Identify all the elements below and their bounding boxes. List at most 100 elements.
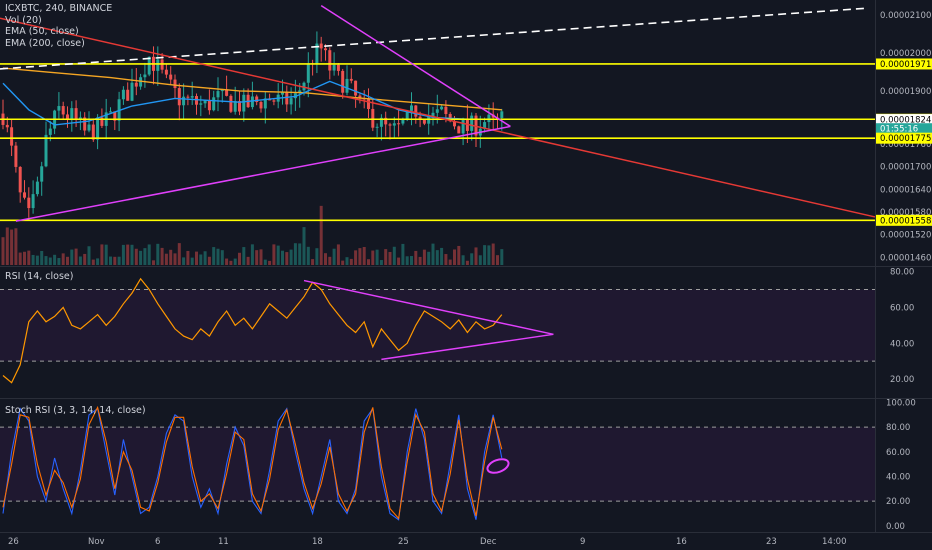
stoch-tick: 40.00 xyxy=(886,472,910,482)
volume-bar xyxy=(384,249,388,265)
time-tick: 11 xyxy=(218,537,229,547)
symbol-label[interactable]: ICXBTC, 240, BINANCE xyxy=(5,3,113,14)
volume-bar xyxy=(216,248,220,265)
volume-bar xyxy=(414,250,418,265)
volume-bar xyxy=(74,248,78,265)
stoch-tick: 80.00 xyxy=(886,423,910,433)
vol-label[interactable]: Vol (20) xyxy=(5,14,42,26)
candle-body xyxy=(212,97,216,111)
volume-bar xyxy=(18,252,22,265)
ema200-label[interactable]: EMA (200, close) xyxy=(5,37,85,49)
price-tick: 0.00001760 xyxy=(880,140,931,150)
candle-body xyxy=(164,69,168,75)
volume-bar xyxy=(388,251,392,265)
candle-body xyxy=(281,91,284,95)
rsi-triangle-upper xyxy=(303,279,554,335)
volume-bar xyxy=(319,205,323,265)
volume-bar xyxy=(491,243,495,265)
candle-body xyxy=(401,119,405,124)
candle-body xyxy=(44,134,48,167)
rsi-band xyxy=(0,289,875,362)
candle-body xyxy=(229,95,233,112)
volume-bar xyxy=(229,260,233,265)
volume-bar xyxy=(354,250,358,265)
candle-body xyxy=(233,101,237,112)
candle-body xyxy=(324,48,327,51)
price-axis[interactable]: 0.00002100 0.00002000 0.00001900 0.00001760… xyxy=(876,11,932,263)
volume-bar xyxy=(91,259,95,265)
candle-body xyxy=(341,70,345,93)
red-trendline xyxy=(0,17,876,218)
time-axis[interactable]: 26 Nov 6 11 18 25 Dec 9 16 23 14:00 xyxy=(8,537,847,547)
candle-body xyxy=(87,124,91,131)
volume-bar xyxy=(156,243,160,265)
volume-bar xyxy=(220,250,224,265)
volume-bar xyxy=(225,258,229,265)
stoch-axis[interactable]: 100.00 80.00 60.00 40.00 20.00 0.00 xyxy=(886,398,916,531)
price-tick: 0.00001900 xyxy=(880,87,931,97)
candle-body xyxy=(435,109,439,113)
candle-body xyxy=(182,96,186,106)
volume-bar xyxy=(139,250,143,265)
volume-bar xyxy=(500,249,504,265)
price-tag-label: 0.00001971 xyxy=(880,60,931,70)
volume-bar xyxy=(341,260,345,265)
candle-body xyxy=(328,50,332,71)
candle-body xyxy=(121,89,125,100)
candle-body xyxy=(10,127,14,146)
candle-body xyxy=(147,56,151,75)
volume-bar xyxy=(268,260,272,265)
candle-body xyxy=(440,106,444,110)
volume-bar xyxy=(379,260,383,265)
volume-bar xyxy=(444,254,448,265)
volume-bar xyxy=(203,251,207,265)
candle-body xyxy=(96,117,100,140)
price-tick: 0.00001700 xyxy=(880,163,931,173)
candle-body xyxy=(238,101,241,112)
volume-bar xyxy=(130,244,134,265)
candle-body xyxy=(293,93,297,99)
volume-bar xyxy=(465,260,469,265)
candle-body xyxy=(48,128,52,135)
stoch-tick: 0.00 xyxy=(886,522,905,532)
candle-body xyxy=(113,111,117,121)
volume-bar xyxy=(328,256,332,265)
candle-body xyxy=(272,100,276,102)
candle-body xyxy=(134,82,138,87)
rsi-pane[interactable] xyxy=(0,277,932,399)
rsi-label[interactable]: RSI (14, close) xyxy=(5,271,74,282)
volume-bar xyxy=(35,255,39,265)
time-tick: 25 xyxy=(398,537,409,547)
volume-bar xyxy=(255,250,259,265)
volume-bar xyxy=(431,243,435,265)
volume-bar xyxy=(453,249,456,265)
candle-body xyxy=(70,108,74,119)
rsi-axis[interactable]: 80.00 60.00 40.00 20.00 xyxy=(890,268,914,386)
volume-bar xyxy=(311,259,315,265)
volume-bar xyxy=(246,256,250,265)
candle-body xyxy=(126,89,130,101)
volume-bar xyxy=(169,249,173,265)
price-tag xyxy=(876,132,932,144)
volume-bar xyxy=(418,256,422,265)
volume-bar xyxy=(14,228,18,265)
volume-bar xyxy=(190,257,194,265)
volume-bars xyxy=(1,205,504,265)
price-tag xyxy=(876,123,932,135)
stoch-rsi-pane[interactable] xyxy=(0,405,932,533)
price-pane[interactable] xyxy=(0,0,932,532)
stoch-tick: 20.00 xyxy=(886,497,910,507)
time-tick: 6 xyxy=(155,537,160,547)
price-tick: 0.00001640 xyxy=(880,185,931,195)
stoch-rsi-label[interactable]: Stoch RSI (3, 3, 14, 14, close) xyxy=(5,405,146,416)
volume-bar xyxy=(27,250,31,265)
candle-body xyxy=(405,110,409,120)
volume-bar xyxy=(96,258,100,265)
candle-body xyxy=(199,103,203,105)
candle-body xyxy=(315,43,319,64)
candle-body xyxy=(259,102,263,109)
ema50-label[interactable]: EMA (50, close) xyxy=(5,26,79,38)
volume-bar xyxy=(109,256,112,265)
price-tag xyxy=(876,214,932,226)
